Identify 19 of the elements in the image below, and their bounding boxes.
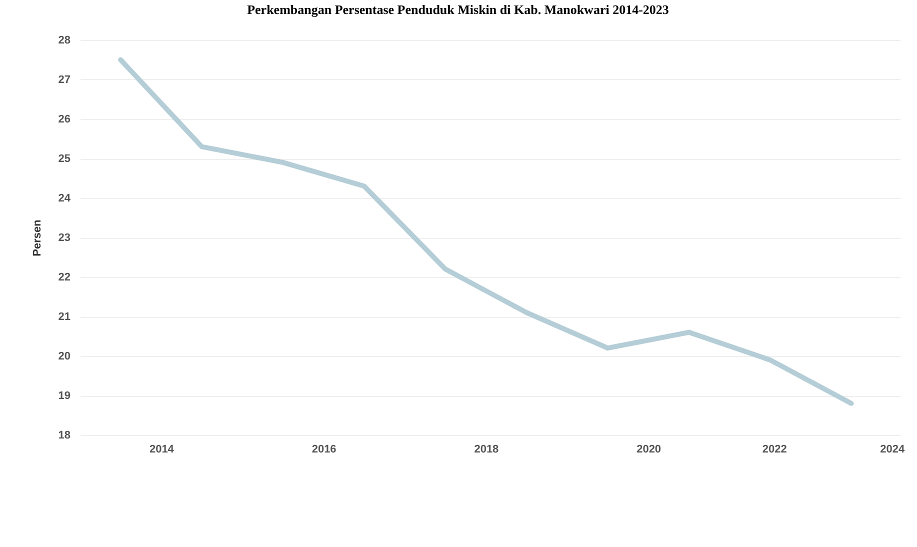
x-tick-label: 2014 (149, 444, 175, 456)
y-tick-label: 26 (58, 114, 70, 126)
x-tick-label: 2016 (312, 444, 336, 456)
x-tick-label: 2018 (474, 444, 499, 456)
y-tick-label: 19 (58, 390, 70, 402)
y-tick-label: 27 (58, 74, 70, 86)
y-axis-title: Persen (31, 219, 44, 256)
y-tick-label: 28 (58, 34, 70, 46)
y-tick-label: 22 (58, 272, 70, 284)
x-tick-label: 2022 (762, 444, 787, 456)
chart-title: Perkembangan Persentase Penduduk Miskin di Kab. Manokwari 2014-2023 (247, 2, 670, 17)
y-tick-label: 25 (58, 153, 70, 165)
y-tick-label: 23 (58, 232, 70, 244)
y-tick-label: 18 (58, 430, 70, 442)
x-tick-label: 2024 (880, 444, 906, 456)
y-tick-label: 24 (58, 192, 72, 204)
y-tick-label: 20 (58, 350, 70, 362)
y-tick-label: 21 (58, 311, 70, 323)
x-tick-label: 2020 (636, 444, 662, 456)
